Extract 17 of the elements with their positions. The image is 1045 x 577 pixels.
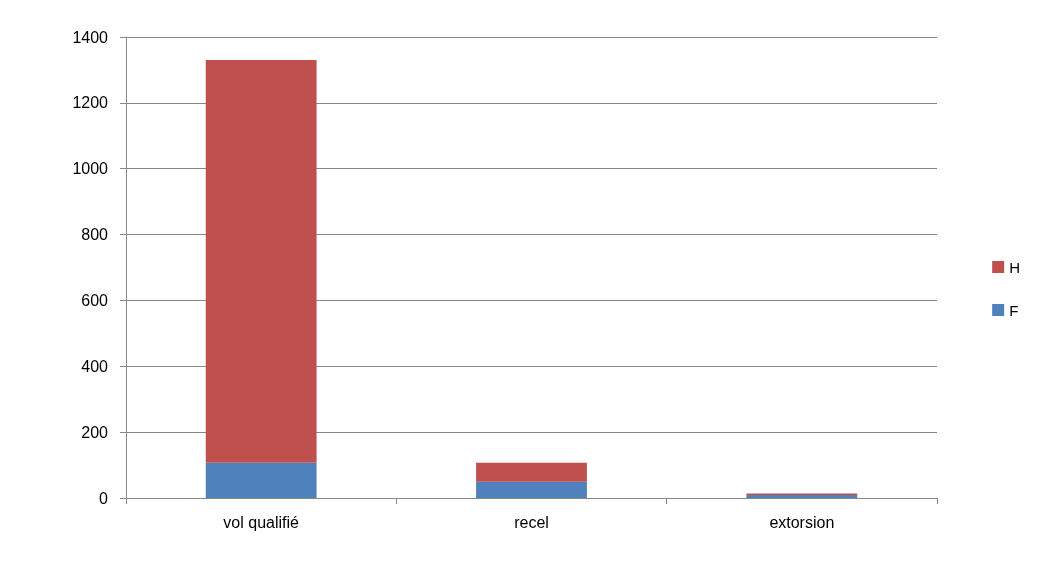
y-tick-label: 800 — [81, 226, 109, 244]
y-tick-label: 200 — [81, 423, 109, 441]
bar — [205, 462, 317, 498]
bar — [476, 462, 587, 482]
x-tick-label: recel — [514, 513, 549, 531]
y-tick-label: 0 — [99, 489, 109, 507]
x-tick-label: vol qualifié — [223, 513, 300, 531]
bar — [205, 60, 317, 463]
y-tick-label: 600 — [81, 291, 109, 309]
legend-label: H — [1009, 258, 1021, 276]
legend-label: F — [1009, 301, 1019, 319]
y-tick-label: 1400 — [72, 28, 109, 46]
y-tick-label: 1000 — [72, 160, 109, 178]
bar — [476, 481, 587, 498]
y-tick-label: 1200 — [72, 94, 109, 112]
y-tick-label: 400 — [81, 357, 109, 375]
x-tick-label: extorsion — [769, 513, 835, 531]
